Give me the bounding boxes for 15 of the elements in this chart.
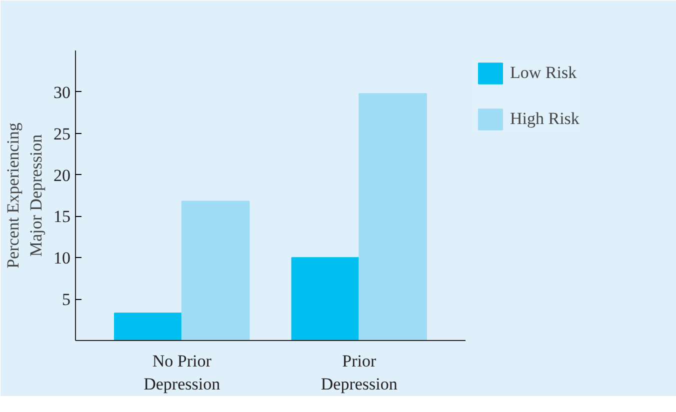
bar <box>181 200 250 340</box>
bar <box>358 93 427 340</box>
y-tick-label: 25 <box>54 124 70 144</box>
bar <box>114 312 182 340</box>
y-axis-title: Percent Experiencing Major Depression <box>4 122 46 268</box>
y-tick-label: 30 <box>54 82 70 102</box>
y-tick-label: 10 <box>54 248 70 268</box>
y-tick-label: 15 <box>54 207 70 226</box>
bar <box>291 257 360 340</box>
legend-label: High Risk <box>510 109 580 129</box>
x-tick-label: No Prior Depression <box>144 352 221 394</box>
x-tick-label: Prior Depression <box>320 352 398 394</box>
y-tick-label: 20 <box>54 166 70 185</box>
legend-label: Low Risk <box>510 63 577 83</box>
y-tick-label: 5 <box>62 290 70 310</box>
